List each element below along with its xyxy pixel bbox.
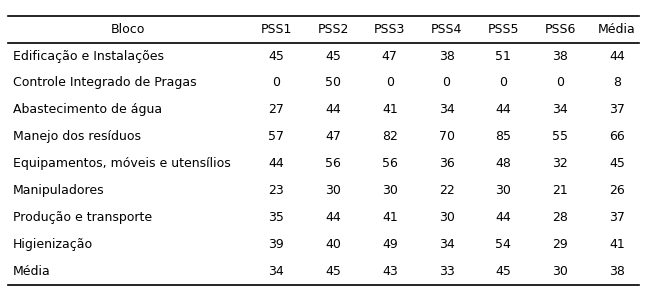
Text: 26: 26 <box>609 184 625 197</box>
Text: 38: 38 <box>609 265 625 278</box>
Text: 45: 45 <box>325 49 341 62</box>
Text: 39: 39 <box>269 238 284 251</box>
Text: Média: Média <box>598 23 636 36</box>
Text: 48: 48 <box>496 157 511 170</box>
Text: 21: 21 <box>553 184 568 197</box>
Text: 37: 37 <box>609 103 625 116</box>
Text: 55: 55 <box>553 130 568 143</box>
Text: 30: 30 <box>325 184 341 197</box>
Text: Manipuladores: Manipuladores <box>13 184 105 197</box>
Text: 38: 38 <box>553 49 568 62</box>
Text: 44: 44 <box>325 103 341 116</box>
Text: 30: 30 <box>382 184 398 197</box>
Text: 47: 47 <box>382 49 398 62</box>
Text: 85: 85 <box>496 130 511 143</box>
Text: 23: 23 <box>269 184 284 197</box>
Text: 27: 27 <box>269 103 284 116</box>
Text: 32: 32 <box>553 157 568 170</box>
Text: Produção e transporte: Produção e transporte <box>13 211 152 224</box>
Text: Manejo dos resíduos: Manejo dos resíduos <box>13 130 141 143</box>
Text: Controle Integrado de Pragas: Controle Integrado de Pragas <box>13 77 197 90</box>
Text: 45: 45 <box>269 49 284 62</box>
Text: 8: 8 <box>613 77 621 90</box>
Text: 30: 30 <box>496 184 511 197</box>
Text: 41: 41 <box>382 211 398 224</box>
Text: 41: 41 <box>609 238 625 251</box>
Text: PSS1: PSS1 <box>261 23 292 36</box>
Text: 82: 82 <box>382 130 398 143</box>
Text: 43: 43 <box>382 265 398 278</box>
Text: 45: 45 <box>609 157 625 170</box>
Text: 0: 0 <box>443 77 450 90</box>
Text: 30: 30 <box>553 265 568 278</box>
Text: 36: 36 <box>439 157 454 170</box>
Text: 45: 45 <box>496 265 511 278</box>
Text: Abastecimento de água: Abastecimento de água <box>13 103 162 116</box>
Text: 49: 49 <box>382 238 398 251</box>
Text: 34: 34 <box>269 265 284 278</box>
Text: PSS2: PSS2 <box>317 23 349 36</box>
Text: 51: 51 <box>496 49 511 62</box>
Text: 35: 35 <box>269 211 284 224</box>
Text: PSS6: PSS6 <box>545 23 576 36</box>
Text: PSS3: PSS3 <box>374 23 406 36</box>
Text: 40: 40 <box>325 238 341 251</box>
Text: 44: 44 <box>269 157 284 170</box>
Text: 0: 0 <box>386 77 394 90</box>
Text: Equipamentos, móveis e utensílios: Equipamentos, móveis e utensílios <box>13 157 231 170</box>
Text: 44: 44 <box>325 211 341 224</box>
Text: 56: 56 <box>325 157 341 170</box>
Text: 34: 34 <box>553 103 568 116</box>
Text: 44: 44 <box>496 211 511 224</box>
Text: PSS4: PSS4 <box>431 23 463 36</box>
Text: 47: 47 <box>325 130 341 143</box>
Text: PSS5: PSS5 <box>488 23 519 36</box>
Text: 33: 33 <box>439 265 454 278</box>
Text: 45: 45 <box>325 265 341 278</box>
Text: 38: 38 <box>439 49 455 62</box>
Text: 54: 54 <box>496 238 511 251</box>
Text: 66: 66 <box>609 130 625 143</box>
Text: 34: 34 <box>439 238 454 251</box>
Text: 41: 41 <box>382 103 398 116</box>
Text: 22: 22 <box>439 184 454 197</box>
Text: 37: 37 <box>609 211 625 224</box>
Text: 44: 44 <box>609 49 625 62</box>
Text: 44: 44 <box>496 103 511 116</box>
Text: 0: 0 <box>272 77 280 90</box>
Text: Bloco: Bloco <box>111 23 145 36</box>
Text: 56: 56 <box>382 157 398 170</box>
Text: 50: 50 <box>325 77 341 90</box>
Text: 0: 0 <box>499 77 507 90</box>
Text: 29: 29 <box>553 238 568 251</box>
Text: 0: 0 <box>556 77 564 90</box>
Text: Média: Média <box>13 265 50 278</box>
Text: 34: 34 <box>439 103 454 116</box>
Text: Edificação e Instalações: Edificação e Instalações <box>13 49 164 62</box>
Text: Higienização: Higienização <box>13 238 93 251</box>
Text: 30: 30 <box>439 211 455 224</box>
Text: 70: 70 <box>439 130 455 143</box>
Text: 57: 57 <box>268 130 284 143</box>
Text: 28: 28 <box>553 211 568 224</box>
